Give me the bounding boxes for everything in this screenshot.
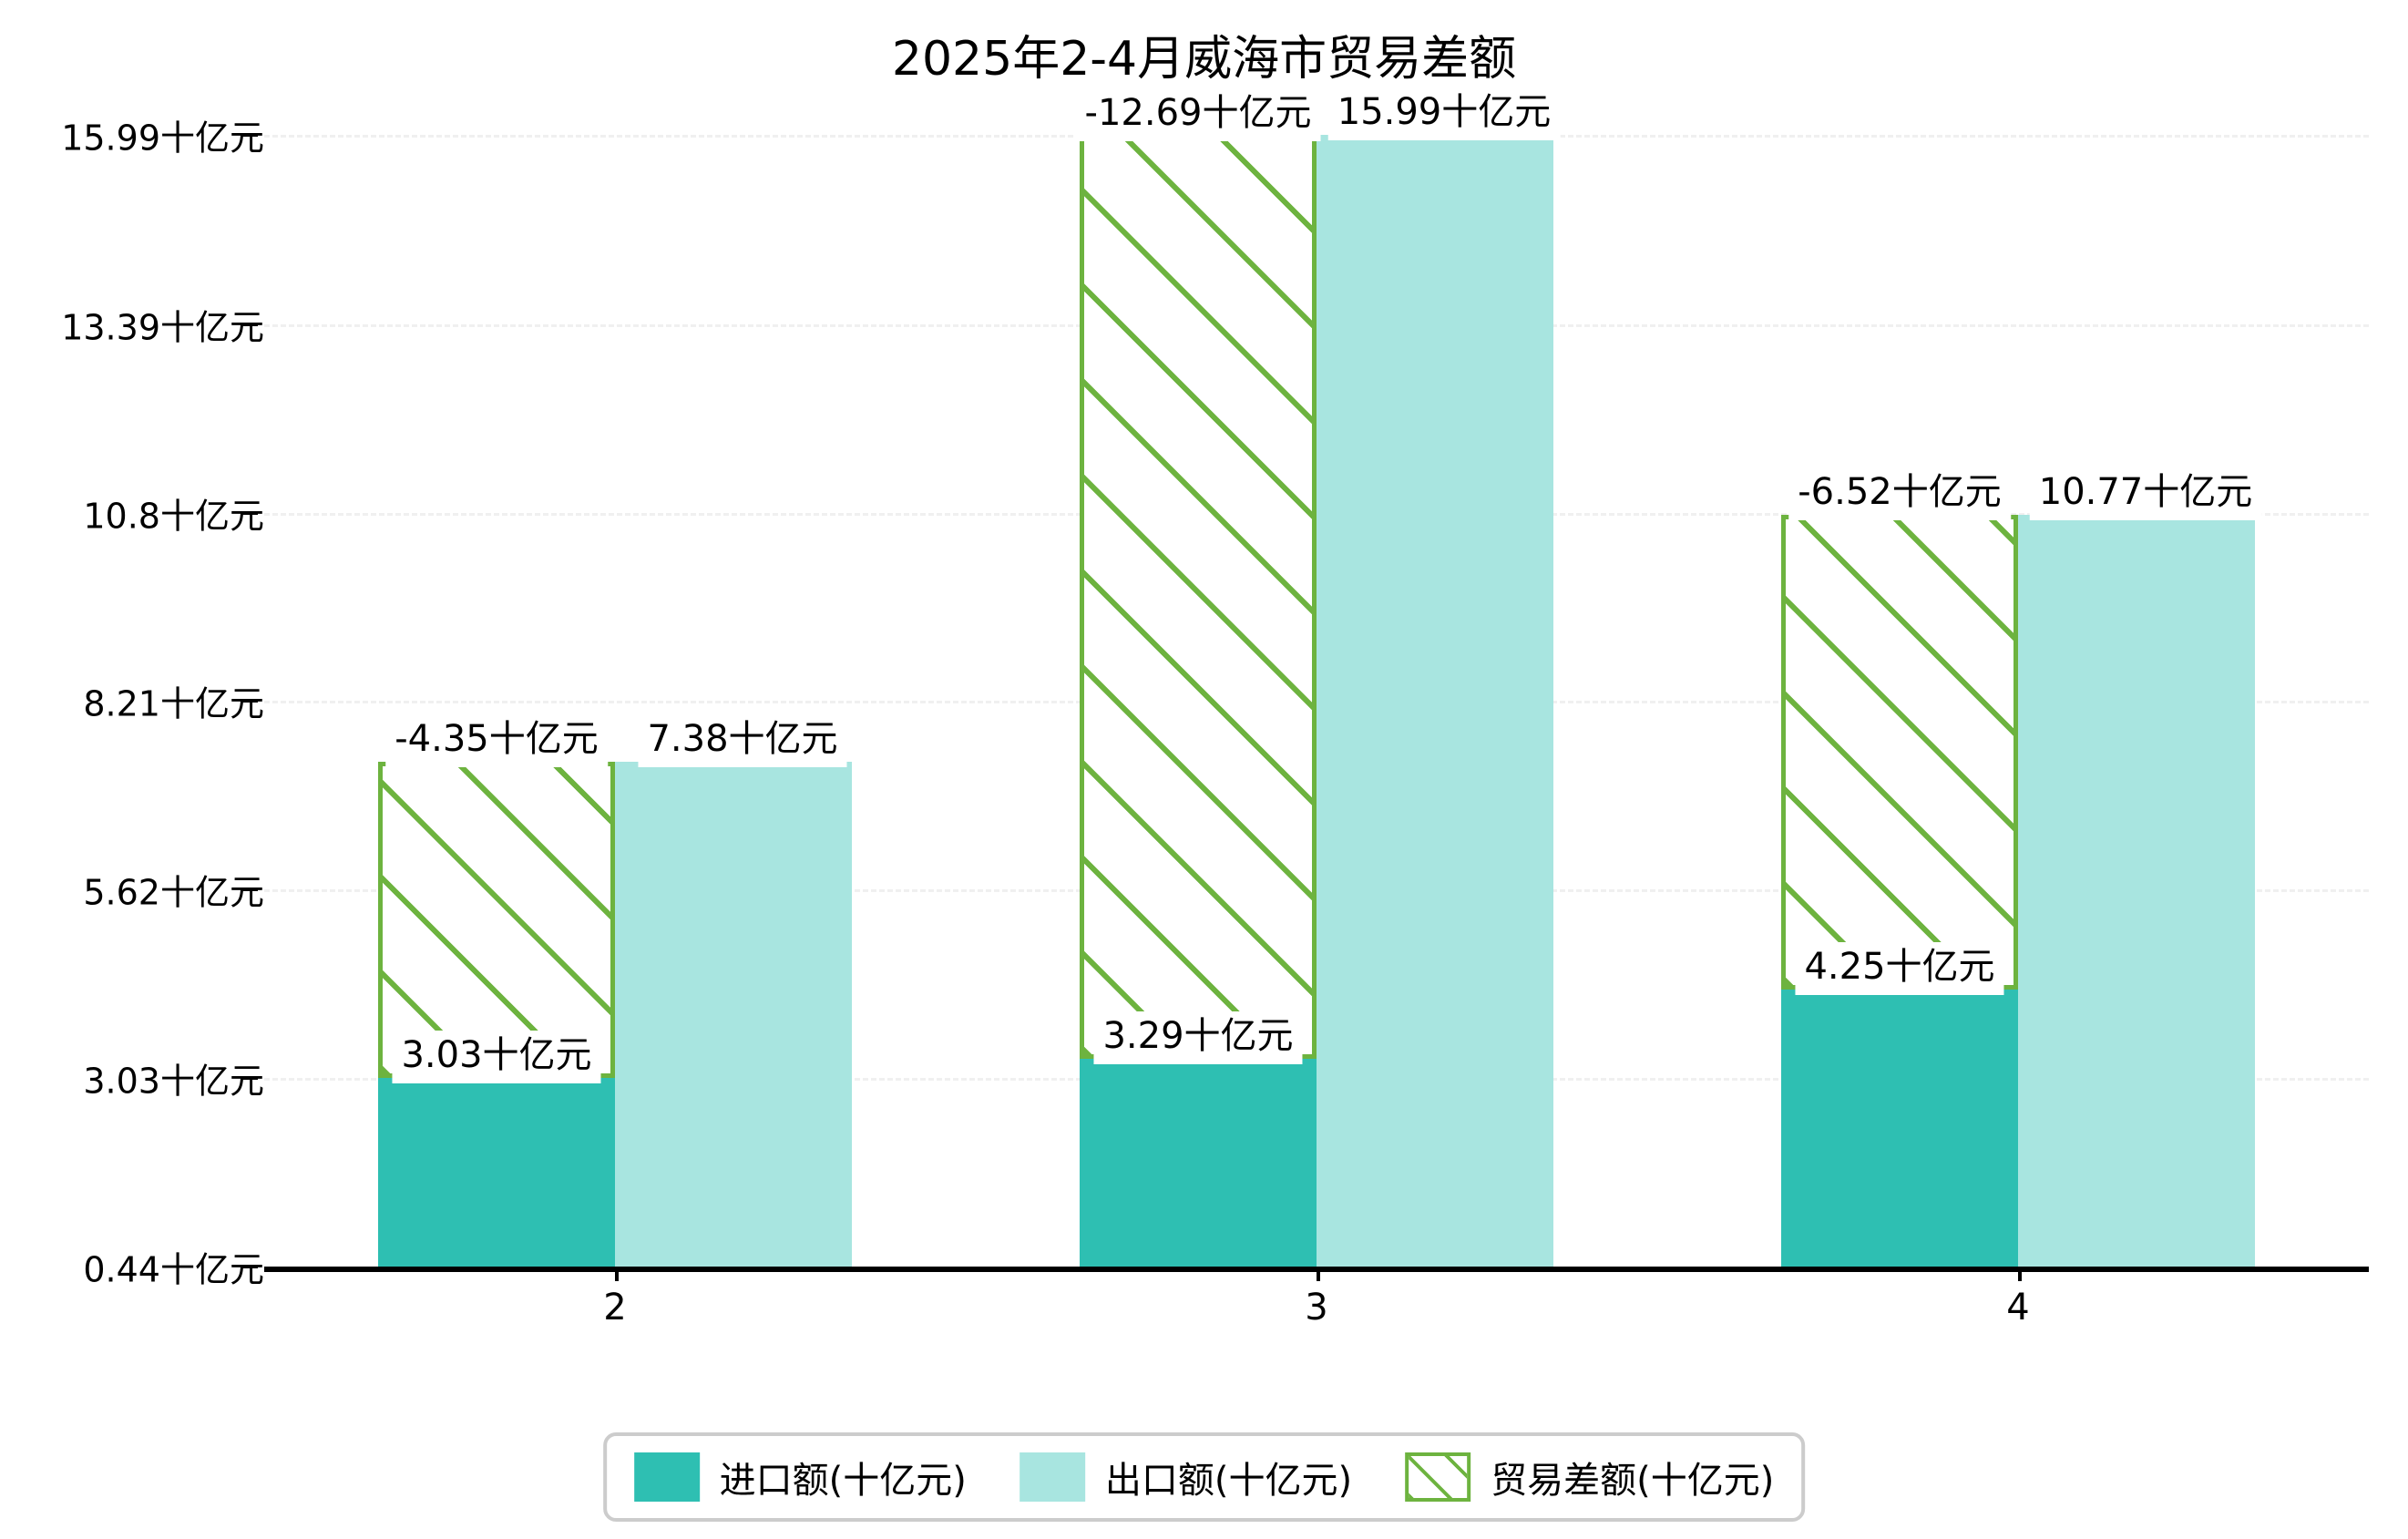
legend-swatch-import: [633, 1452, 700, 1502]
x-axis-tick-mark: [2018, 1267, 2022, 1281]
bar-import[interactable]: [1781, 989, 2018, 1267]
data-label-trade-balance: -4.35十亿元: [385, 713, 608, 767]
legend-item[interactable]: 出口额(十亿元): [1019, 1451, 1353, 1503]
bar-import[interactable]: [1080, 1059, 1317, 1267]
chart-legend[interactable]: 进口额(十亿元) 出口额(十亿元) 贸易差额(十亿元): [602, 1432, 1806, 1522]
data-label-import: 3.03十亿元: [392, 1031, 601, 1084]
x-axis-tick-label: 2: [603, 1287, 627, 1329]
data-label-export: 15.99十亿元: [1327, 87, 1561, 140]
x-axis-tick-label: 4: [2006, 1287, 2030, 1329]
bar-export[interactable]: [2018, 514, 2255, 1267]
y-axis-tick-mark: [241, 510, 258, 515]
y-axis-tick-mark: [241, 322, 258, 326]
data-label-import: 4.25十亿元: [1795, 941, 2004, 995]
data-label-export: 10.77十亿元: [2029, 467, 2262, 520]
y-axis-tick-mark: [241, 1265, 258, 1268]
y-axis-tick-label: 5.62十亿元: [83, 872, 264, 913]
y-axis-tick-mark: [241, 133, 258, 137]
bar-import[interactable]: [378, 1078, 615, 1267]
y-axis-tick-mark: [241, 1076, 258, 1081]
bar-trade-balance[interactable]: [1781, 514, 2018, 990]
data-label-trade-balance: -12.69十亿元: [1075, 87, 1321, 141]
legend-item[interactable]: 贸易差额(十亿元): [1405, 1451, 1774, 1503]
legend-swatch-trade-balance: [1405, 1452, 1471, 1502]
x-axis-tick-label: 3: [1305, 1287, 1328, 1329]
x-axis-tick-mark: [1317, 1267, 1320, 1281]
data-label-import: 3.29十亿元: [1093, 1011, 1303, 1065]
y-axis-tick-label: 3.03十亿元: [83, 1061, 264, 1102]
legend-swatch-export: [1019, 1452, 1085, 1502]
bar-trade-balance[interactable]: [1080, 135, 1317, 1060]
data-label-export: 7.38十亿元: [638, 713, 847, 767]
legend-item[interactable]: 进口额(十亿元): [633, 1451, 967, 1503]
y-axis-tick-label: 8.21十亿元: [83, 683, 264, 724]
bar-export[interactable]: [1317, 135, 1553, 1267]
y-axis-tick-label: 10.8十亿元: [83, 496, 264, 537]
y-axis-tick-label: 13.39十亿元: [61, 307, 264, 348]
bar-trade-balance[interactable]: [378, 761, 615, 1079]
data-label-trade-balance: -6.52十亿元: [1788, 467, 2011, 520]
x-axis-tick-mark: [615, 1267, 619, 1281]
legend-label: 进口额(十亿元): [719, 1460, 967, 1502]
y-axis-tick-mark: [241, 699, 258, 703]
y-axis-tick-label: 0.44十亿元: [83, 1249, 264, 1290]
y-axis-tick-label: 15.99十亿元: [61, 118, 264, 159]
legend-label: 贸易差额(十亿元): [1491, 1460, 1775, 1502]
y-axis-tick-mark: [241, 887, 258, 892]
chart-title: 2025年2-4月威海市贸易差额: [891, 32, 1517, 87]
legend-label: 出口额(十亿元): [1104, 1460, 1353, 1502]
bar-export[interactable]: [615, 761, 852, 1267]
